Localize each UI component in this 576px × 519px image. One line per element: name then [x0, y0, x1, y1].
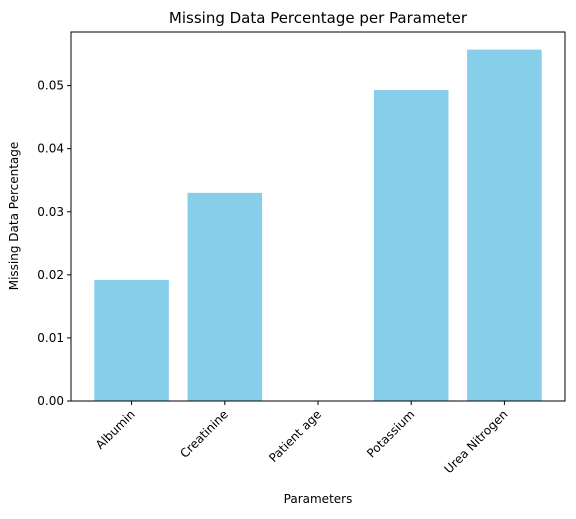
x-axis-label: Parameters — [284, 492, 353, 506]
x-tick-label: Creatinine — [177, 407, 231, 461]
chart-title: Missing Data Percentage per Parameter — [169, 9, 468, 27]
y-tick-label: 0.03 — [37, 205, 64, 219]
bar-potassium — [373, 90, 449, 402]
x-tick-label: Urea Nitrogen — [441, 407, 510, 476]
y-tick-label: 0.01 — [37, 331, 64, 345]
y-tick-label: 0.04 — [37, 142, 64, 156]
y-tick-label: 0.05 — [37, 79, 64, 93]
y-axis-ticks: 0.00 0.01 0.02 0.03 0.04 0.05 — [37, 79, 71, 408]
x-axis-ticks: Albumin Creatinine Patient age Potassium Ure… — [93, 401, 511, 476]
bar-urea-nitrogen — [467, 49, 542, 402]
x-tick-label: Patient age — [266, 407, 324, 465]
y-tick-label: 0.00 — [37, 394, 64, 408]
bars-group — [94, 49, 542, 402]
bar-albumin — [94, 279, 169, 401]
x-tick-label: Albumin — [93, 407, 138, 452]
bar-creatinine — [187, 192, 263, 401]
y-axis-label: Missing Data Percentage — [7, 142, 21, 291]
y-tick-label: 0.02 — [37, 268, 64, 282]
x-tick-label: Potassium — [364, 407, 417, 460]
